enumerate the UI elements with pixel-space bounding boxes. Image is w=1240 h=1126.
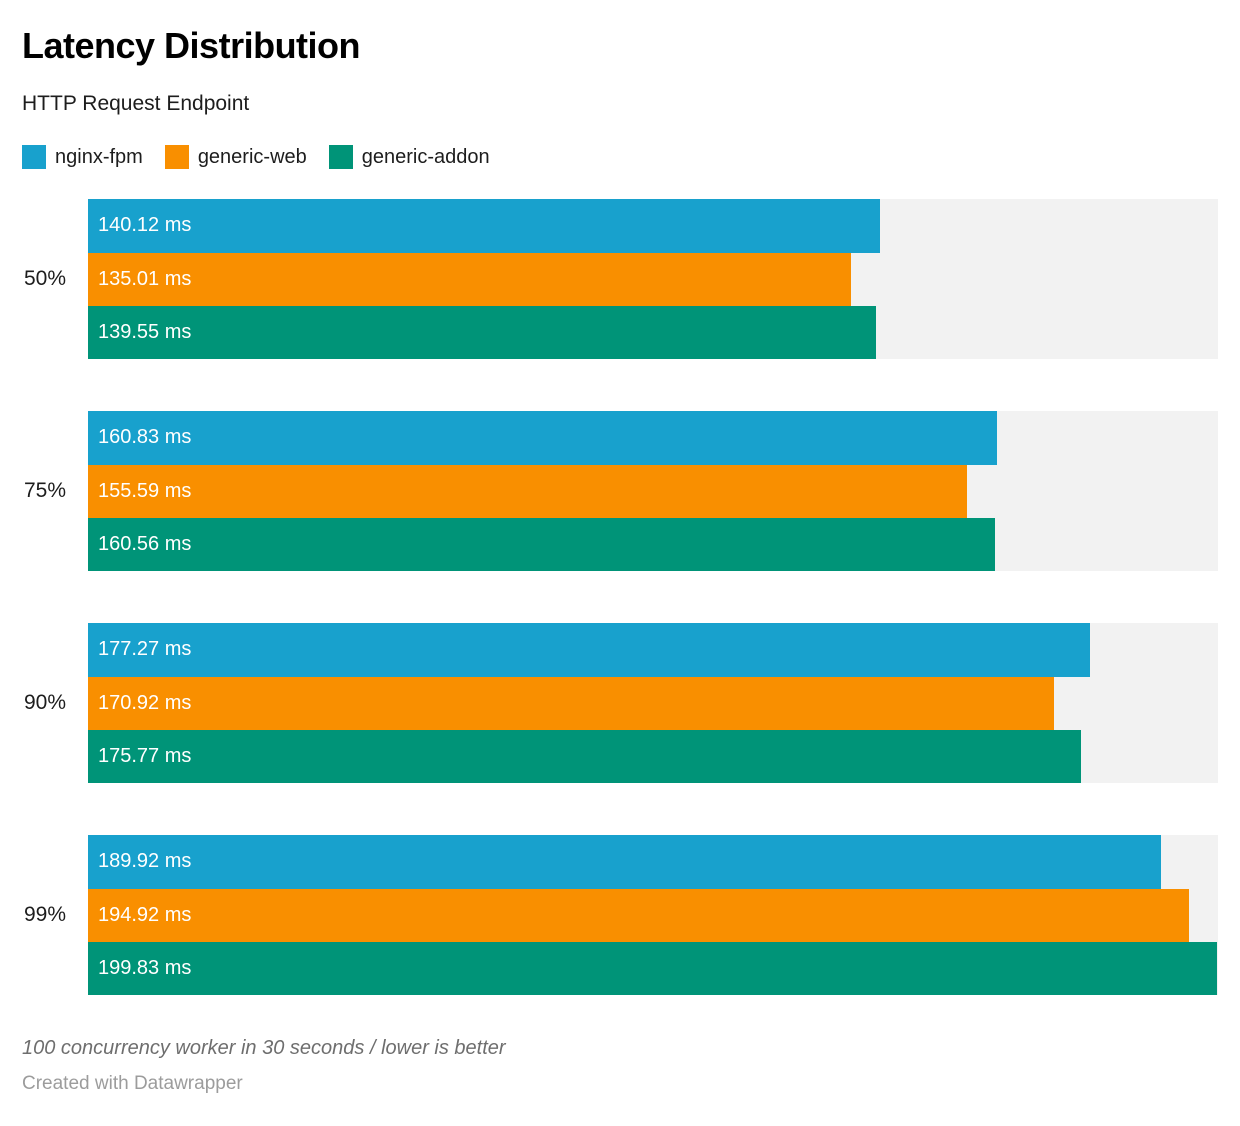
bar-generic-addon: 199.83 ms bbox=[88, 941, 1218, 996]
bar-row: 160.56 ms bbox=[88, 517, 1218, 572]
bar-value-label: 135.01 ms bbox=[98, 267, 192, 290]
chart-subtitle: HTTP Request Endpoint bbox=[22, 92, 250, 116]
bar-generic-addon: 160.56 ms bbox=[88, 517, 996, 572]
bar-track: 189.92 ms 194.92 ms 199.83 ms bbox=[88, 835, 1218, 996]
legend-item-nginx-fpm: nginx-fpm bbox=[22, 145, 143, 170]
bar-group-99%: 99% 189.92 ms 194.92 ms 199.83 ms bbox=[0, 835, 1240, 996]
chart-title: Latency Distribution bbox=[22, 25, 361, 66]
bar-nginx-fpm: 177.27 ms bbox=[88, 623, 1090, 677]
bar-row: 140.12 ms bbox=[88, 199, 1218, 253]
bar-value-label: 194.92 ms bbox=[98, 903, 192, 926]
legend-item-generic-addon: generic-addon bbox=[328, 145, 490, 170]
bar-row: 139.55 ms bbox=[88, 305, 1218, 360]
bar-group-50%: 50% 140.12 ms 135.01 ms 139.55 ms bbox=[0, 199, 1240, 360]
chart-note: 100 concurrency worker in 30 seconds / l… bbox=[22, 1037, 506, 1060]
bar-value-label: 139.55 ms bbox=[98, 321, 192, 343]
bar-generic-web: 135.01 ms bbox=[88, 252, 851, 306]
bar-nginx-fpm: 189.92 ms bbox=[88, 835, 1162, 889]
bar-generic-web: 194.92 ms bbox=[88, 888, 1190, 942]
bar-generic-addon: 175.77 ms bbox=[88, 729, 1082, 784]
legend-label: nginx-fpm bbox=[55, 145, 143, 168]
legend-swatch-nginx-fpm bbox=[22, 145, 46, 170]
bar-value-label: 189.92 ms bbox=[98, 850, 192, 873]
bar-row: 199.83 ms bbox=[88, 941, 1218, 996]
bar-value-label: 177.27 ms bbox=[98, 638, 192, 661]
bar-row: 160.83 ms bbox=[88, 411, 1218, 465]
bar-row: 189.92 ms bbox=[88, 835, 1218, 889]
bar-group-90%: 90% 177.27 ms 170.92 ms 175.77 ms bbox=[0, 623, 1240, 784]
category-label: 75% bbox=[23, 479, 66, 503]
bar-row: 194.92 ms bbox=[88, 888, 1218, 942]
category-label: 50% bbox=[23, 267, 66, 291]
bar-generic-web: 170.92 ms bbox=[88, 676, 1054, 730]
bar-row: 177.27 ms bbox=[88, 623, 1218, 677]
bar-value-label: 199.83 ms bbox=[98, 957, 192, 979]
bar-value-label: 175.77 ms bbox=[98, 745, 192, 767]
bar-group-75%: 75% 160.83 ms 155.59 ms 160.56 ms bbox=[0, 411, 1240, 572]
category-label: 90% bbox=[23, 691, 66, 715]
bar-track: 177.27 ms 170.92 ms 175.77 ms bbox=[88, 623, 1218, 784]
bar-generic-addon: 139.55 ms bbox=[88, 305, 877, 360]
legend: nginx-fpm generic-web generic-addon bbox=[22, 145, 1218, 170]
legend-label: generic-addon bbox=[361, 145, 490, 168]
datawrapper-attribution[interactable]: Created with Datawrapper bbox=[22, 1073, 243, 1095]
bar-value-label: 140.12 ms bbox=[98, 214, 192, 237]
bar-row: 170.92 ms bbox=[88, 676, 1218, 730]
bar-value-label: 155.59 ms bbox=[98, 479, 192, 502]
bar-row: 135.01 ms bbox=[88, 252, 1218, 306]
legend-swatch-generic-addon bbox=[328, 145, 353, 170]
bar-row: 175.77 ms bbox=[88, 729, 1218, 784]
legend-label: generic-web bbox=[197, 145, 307, 168]
bar-nginx-fpm: 140.12 ms bbox=[88, 199, 880, 253]
bar-generic-web: 155.59 ms bbox=[88, 464, 968, 518]
bar-row: 155.59 ms bbox=[88, 464, 1218, 518]
bar-value-label: 170.92 ms bbox=[98, 691, 192, 714]
bar-value-label: 160.56 ms bbox=[98, 533, 192, 555]
bar-track: 160.83 ms 155.59 ms 160.56 ms bbox=[88, 411, 1218, 572]
category-label: 99% bbox=[23, 903, 66, 927]
bar-track: 140.12 ms 135.01 ms 139.55 ms bbox=[88, 199, 1218, 360]
bar-nginx-fpm: 160.83 ms bbox=[88, 411, 997, 465]
legend-swatch-generic-web bbox=[164, 145, 189, 170]
bar-chart: 50% 140.12 ms 135.01 ms 139.55 ms 75% 160.83 … bbox=[0, 199, 1240, 996]
bar-value-label: 160.83 ms bbox=[98, 426, 192, 449]
legend-item-generic-web: generic-web bbox=[164, 145, 307, 170]
